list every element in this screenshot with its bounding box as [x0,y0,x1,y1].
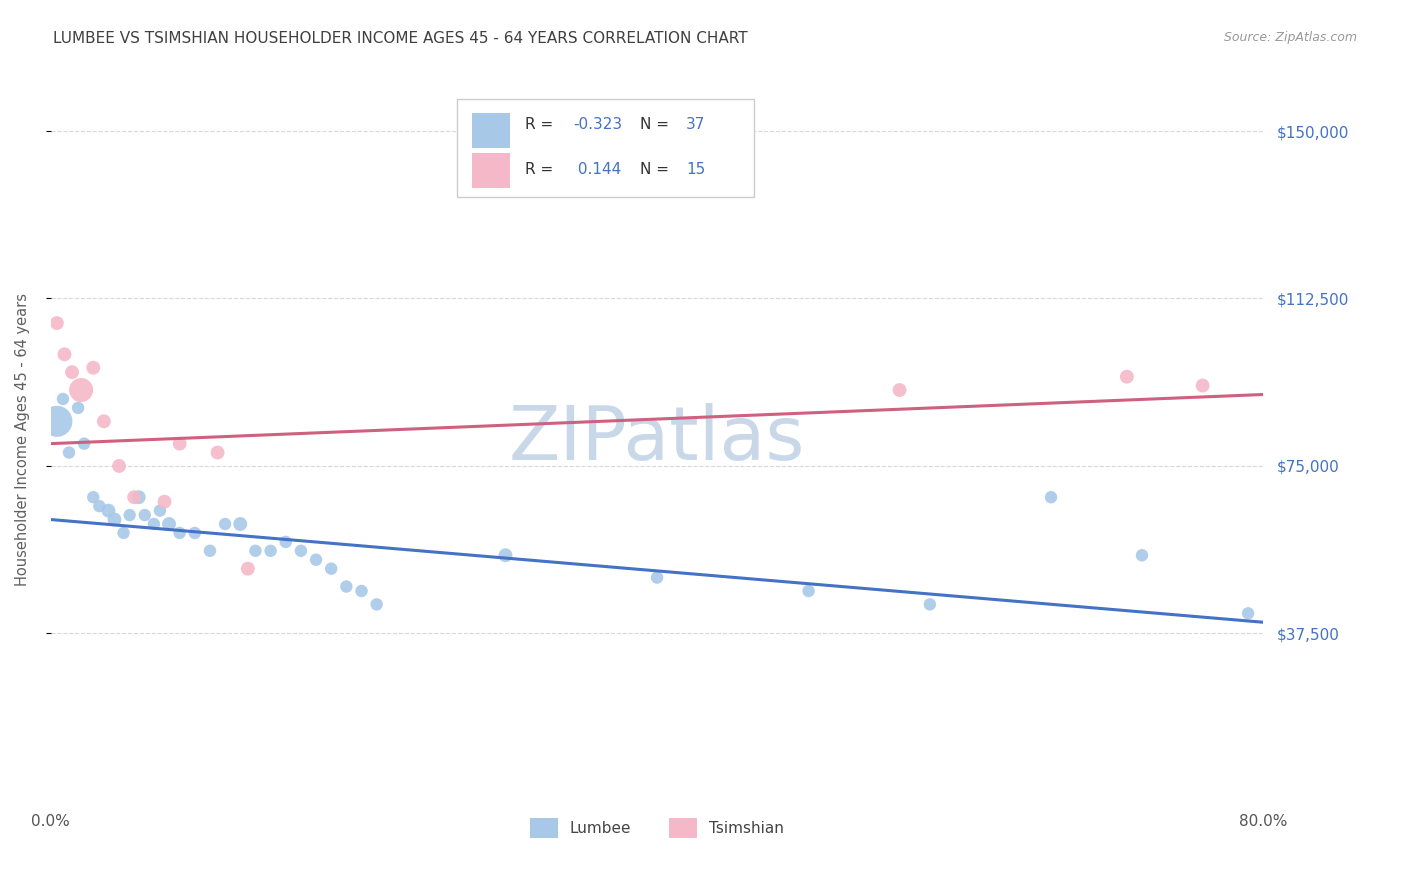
Point [918,598,941,612]
Point [1191,378,1213,392]
Point [82,490,104,504]
Text: ZIPatlas: ZIPatlas [509,402,806,475]
Point [45,414,67,428]
Text: LUMBEE VS TSIMSHIAN HOUSEHOLDER INCOME AGES 45 - 64 YEARS CORRELATION CHART: LUMBEE VS TSIMSHIAN HOUSEHOLDER INCOME A… [53,31,748,46]
Point [82,360,104,375]
Point [149,503,172,517]
Point [70,383,93,397]
Point [142,516,165,531]
Point [290,543,312,558]
Point [184,525,207,540]
Legend: Lumbee, Tsimshian: Lumbee, Tsimshian [524,812,790,844]
Point [495,548,517,562]
Text: R =: R = [524,161,558,177]
Point [259,543,281,558]
Point [1115,369,1137,384]
Point [321,562,343,576]
Point [645,571,668,585]
Point [169,436,191,450]
FancyBboxPatch shape [471,153,510,188]
Point [274,534,297,549]
Point [134,508,156,522]
Point [236,562,259,576]
Point [1040,490,1063,504]
Point [157,516,180,531]
Text: N =: N = [640,161,673,177]
Point [53,347,76,361]
Point [153,494,176,508]
Point [60,365,83,379]
Text: 15: 15 [686,161,706,177]
Point [97,503,120,517]
Text: 0.144: 0.144 [574,161,621,177]
Point [122,490,145,504]
Point [1130,548,1153,562]
Point [118,508,141,522]
Point [207,445,229,459]
Point [797,584,820,599]
Point [52,392,75,406]
FancyBboxPatch shape [471,113,510,147]
Point [229,516,252,531]
Point [350,584,373,599]
Point [58,445,80,459]
Point [889,383,911,397]
FancyBboxPatch shape [457,99,754,197]
Point [67,401,90,415]
Point [366,598,388,612]
Point [128,490,150,504]
Y-axis label: Householder Income Ages 45 - 64 years: Householder Income Ages 45 - 64 years [15,293,30,586]
Point [89,499,111,513]
Text: Source: ZipAtlas.com: Source: ZipAtlas.com [1223,31,1357,45]
Point [214,516,236,531]
Point [245,543,267,558]
Text: -0.323: -0.323 [574,117,623,132]
Point [198,543,221,558]
Point [335,580,357,594]
Point [108,458,131,473]
Text: N =: N = [640,117,673,132]
Text: 37: 37 [686,117,706,132]
Point [93,414,115,428]
Text: R =: R = [524,117,558,132]
Point [112,525,135,540]
Point [73,436,96,450]
Point [1237,607,1260,621]
Point [305,553,328,567]
Point [103,512,125,526]
Point [45,316,67,330]
Point [169,525,191,540]
